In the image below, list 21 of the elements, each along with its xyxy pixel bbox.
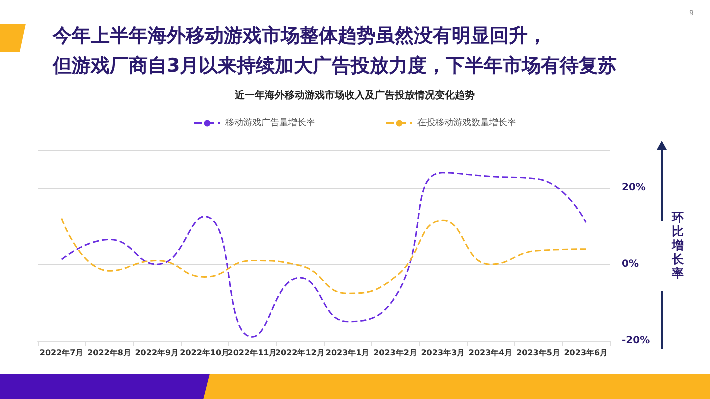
chart-subtitle: 近一年海外移动游戏市场收入及广告投放情况变化趋势 [234,90,475,102]
x-tick-label: 2023年5月 [516,348,560,358]
x-tick-label: 2022年11月 [228,348,278,358]
y-tick-label: 20% [622,182,646,194]
chart-title: 今年上半年海外移动游戏市场整体趋势虽然没有明显回升，但游戏厂商自3月以来持续加大广告投放力度，下半年市场有待复苏 [52,25,618,77]
x-tick-label: 2023年6月 [564,348,608,358]
x-tick-label: 2023年3月 [421,348,466,358]
line-series [61,172,587,338]
y-tick-label: -20% [622,336,650,346]
x-tick-label: 2023年1月 [326,348,370,358]
x-tick-label: 2022年8月 [88,348,132,358]
line-series [61,218,587,294]
legend-label: 移动游戏广告量增长率 [226,118,316,128]
x-tick-label: 2023年2月 [374,348,418,358]
x-tick-label: 2022年9月 [135,348,180,358]
x-tick-label: 2022年12月 [275,348,325,358]
y-axis-title: 环比增长率 [671,210,685,280]
y-tick-label: 0% [622,259,639,270]
x-tick-label: 2023年4月 [468,348,513,358]
x-tick-label: 2022年7月 [40,348,84,358]
legend-label: 在投移动游戏数量增长率 [418,118,516,128]
